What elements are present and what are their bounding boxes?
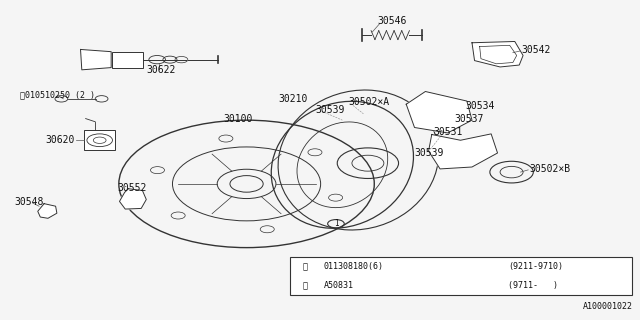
Polygon shape [38, 204, 57, 218]
Polygon shape [120, 189, 147, 209]
Text: 30534: 30534 [466, 101, 495, 111]
Polygon shape [429, 134, 497, 169]
Text: 30539: 30539 [315, 105, 344, 115]
Text: 30100: 30100 [223, 114, 252, 124]
Polygon shape [472, 42, 523, 67]
Text: 1: 1 [333, 219, 339, 228]
Text: A100001022: A100001022 [583, 302, 633, 311]
Text: 30210: 30210 [278, 94, 308, 104]
Polygon shape [406, 92, 472, 133]
Text: Ⓑ010510250 (2 ): Ⓑ010510250 (2 ) [20, 90, 95, 99]
Text: (9711-   ): (9711- ) [508, 281, 557, 290]
Text: 30620: 30620 [45, 135, 75, 145]
FancyBboxPatch shape [113, 52, 143, 68]
Text: 30542: 30542 [521, 45, 550, 55]
Text: (9211-9710): (9211-9710) [508, 262, 563, 271]
Text: 30546: 30546 [378, 16, 407, 26]
Text: 30502×A: 30502×A [349, 97, 390, 107]
Text: 30548: 30548 [15, 197, 44, 207]
Text: 30622: 30622 [147, 65, 175, 75]
Text: Ⓑ: Ⓑ [303, 262, 308, 271]
Text: 30502×B: 30502×B [529, 164, 571, 174]
Text: 30552: 30552 [118, 183, 147, 193]
FancyBboxPatch shape [84, 130, 115, 150]
Text: A50831: A50831 [324, 281, 354, 290]
Polygon shape [81, 50, 111, 70]
Bar [290, 257, 632, 295]
Text: 011308180(6): 011308180(6) [324, 262, 384, 271]
Text: 30531: 30531 [434, 127, 463, 137]
Text: 30539: 30539 [415, 148, 444, 158]
Text: ①: ① [303, 281, 308, 290]
Text: 30537: 30537 [454, 114, 483, 124]
